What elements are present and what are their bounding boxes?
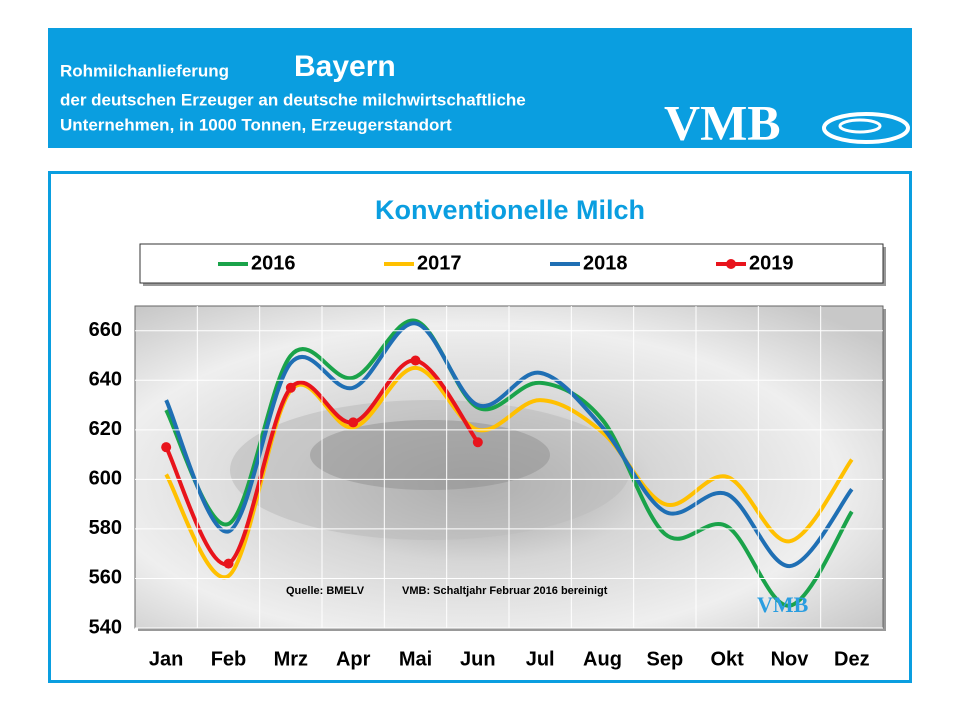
y-tick-label: 640 xyxy=(89,369,122,391)
marker xyxy=(223,558,234,569)
x-tick-label: Nov xyxy=(771,648,810,670)
watermark-logo: VMB xyxy=(757,592,809,617)
legend-marker xyxy=(726,259,736,269)
x-tick-label: Sep xyxy=(646,648,683,670)
x-tick-label: Dez xyxy=(834,648,870,670)
annotation: VMB: Schaltjahr Februar 2016 bereinigt xyxy=(402,585,608,597)
x-tick-label: Jul xyxy=(526,648,555,670)
header-region: Bayern xyxy=(294,50,396,83)
y-tick-label: 600 xyxy=(89,468,122,490)
chart-title: Konventionelle Milch xyxy=(375,195,645,225)
x-tick-label: Mai xyxy=(399,648,432,670)
y-tick-label: 580 xyxy=(89,517,122,539)
marker xyxy=(348,417,359,428)
line xyxy=(164,318,854,608)
logo-swirl xyxy=(838,118,882,134)
marker xyxy=(285,382,296,393)
annotation: Quelle: BMELV xyxy=(286,585,365,597)
legend xyxy=(139,243,884,284)
x-tick-label: Feb xyxy=(211,648,247,670)
y-tick-label: 620 xyxy=(89,418,122,440)
legend-label: 2017 xyxy=(417,252,462,274)
header-line3: Unternehmen, in 1000 Tonnen, Erzeugersta… xyxy=(60,115,452,134)
x-tick-label: Apr xyxy=(336,648,371,670)
x-tick-label: Aug xyxy=(583,648,622,670)
line xyxy=(164,321,854,569)
header-line1: Rohmilchanlieferung xyxy=(60,61,229,80)
y-tick-label: 560 xyxy=(89,567,122,589)
x-tick-label: Jun xyxy=(460,648,496,670)
legend-label: 2018 xyxy=(583,252,628,274)
logo: VMB xyxy=(664,94,781,150)
marker xyxy=(472,437,483,448)
marker xyxy=(161,442,172,453)
background-splash xyxy=(310,420,550,490)
x-tick-label: Mrz xyxy=(274,648,308,670)
legend-label: 2016 xyxy=(251,252,296,274)
header-band xyxy=(48,28,912,148)
marker xyxy=(410,355,421,366)
logo-swirl xyxy=(822,112,910,144)
x-tick-label: Okt xyxy=(710,648,744,670)
legend-label: 2019 xyxy=(749,252,794,274)
x-tick-label: Jan xyxy=(149,648,183,670)
y-tick-label: 660 xyxy=(89,319,122,341)
header-line2: der deutschen Erzeuger an deutsche milch… xyxy=(60,90,526,109)
y-tick-label: 540 xyxy=(89,616,122,638)
